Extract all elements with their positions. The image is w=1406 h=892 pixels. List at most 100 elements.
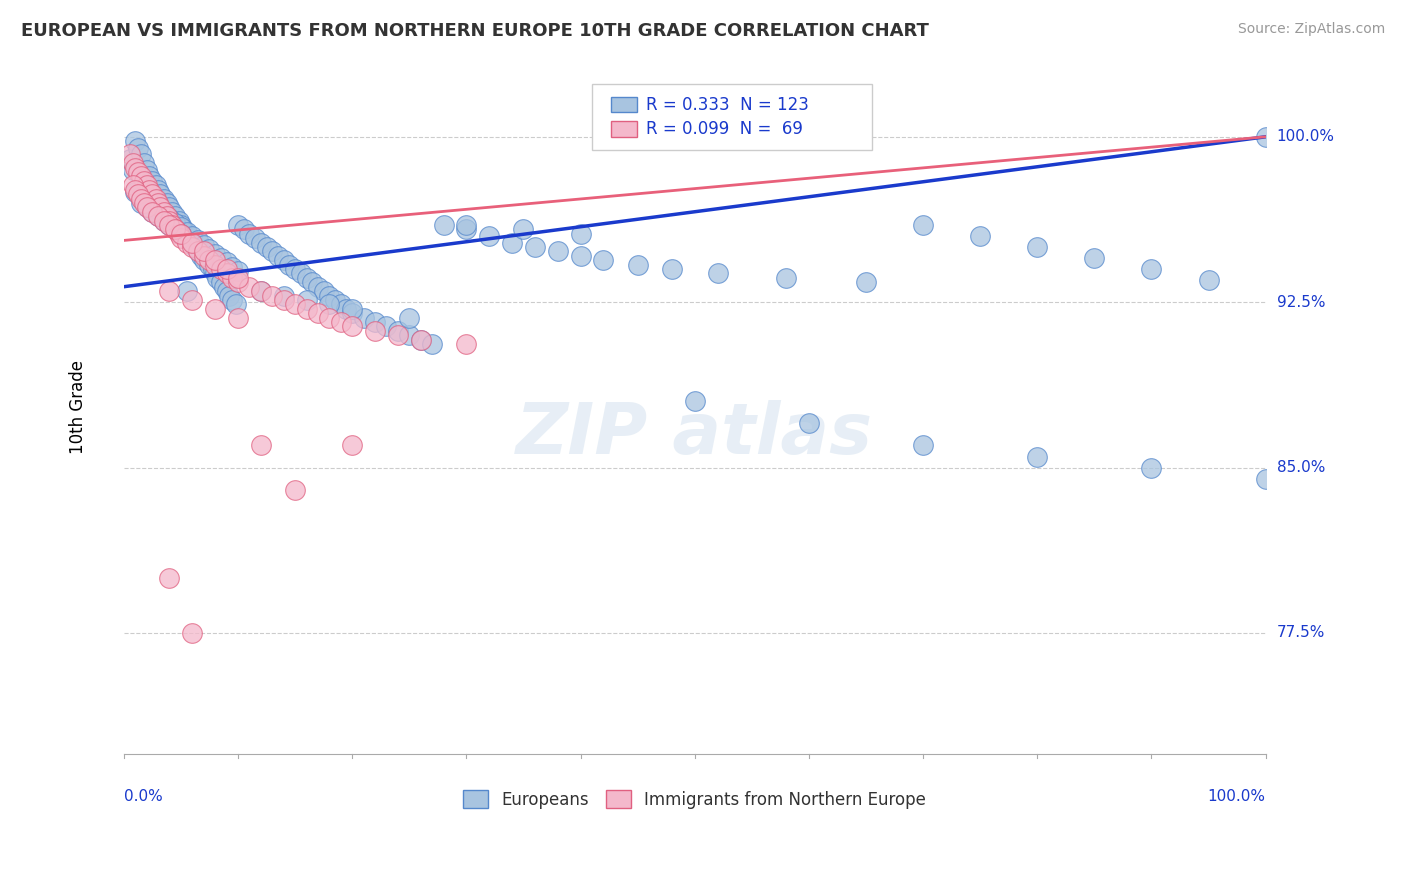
Text: R = 0.333  N = 123: R = 0.333 N = 123 bbox=[645, 95, 808, 114]
Point bbox=[187, 234, 209, 248]
Point bbox=[295, 293, 318, 307]
Point bbox=[243, 231, 266, 245]
Text: Source: ZipAtlas.com: Source: ZipAtlas.com bbox=[1237, 22, 1385, 37]
Point bbox=[969, 229, 991, 244]
Point bbox=[165, 216, 187, 230]
Point bbox=[165, 222, 187, 236]
Point bbox=[193, 244, 215, 259]
Point bbox=[149, 200, 172, 214]
Point bbox=[225, 297, 247, 311]
Point bbox=[284, 483, 307, 497]
Text: EUROPEAN VS IMMIGRANTS FROM NORTHERN EUROPE 10TH GRADE CORRELATION CHART: EUROPEAN VS IMMIGRANTS FROM NORTHERN EUR… bbox=[21, 22, 929, 40]
Point bbox=[145, 178, 167, 193]
Point bbox=[318, 310, 340, 325]
Point bbox=[201, 262, 224, 277]
Point bbox=[1026, 450, 1049, 464]
Text: ZIP atlas: ZIP atlas bbox=[516, 401, 873, 469]
Point bbox=[159, 200, 181, 214]
Point bbox=[501, 235, 523, 250]
Point bbox=[1198, 273, 1220, 287]
Text: 100.0%: 100.0% bbox=[1208, 789, 1265, 804]
Point bbox=[165, 222, 187, 236]
Point bbox=[160, 204, 183, 219]
Point bbox=[1140, 262, 1163, 277]
Point bbox=[307, 279, 329, 293]
Text: 0.0%: 0.0% bbox=[124, 789, 163, 804]
Point bbox=[456, 337, 478, 351]
Point bbox=[141, 198, 163, 212]
Point bbox=[912, 438, 935, 452]
Point bbox=[340, 306, 363, 320]
Point bbox=[165, 222, 187, 236]
Point bbox=[273, 288, 295, 302]
Point bbox=[146, 183, 169, 197]
Point bbox=[1083, 251, 1105, 265]
Point bbox=[124, 161, 146, 175]
Point bbox=[183, 240, 205, 254]
Point bbox=[159, 213, 181, 227]
Point bbox=[204, 258, 226, 272]
Point bbox=[312, 284, 335, 298]
Point bbox=[176, 225, 198, 239]
Point bbox=[118, 152, 141, 166]
Point bbox=[149, 187, 172, 202]
Point bbox=[152, 213, 174, 227]
Point bbox=[340, 301, 363, 316]
Point bbox=[135, 178, 157, 193]
Point bbox=[290, 267, 312, 281]
Point bbox=[295, 271, 318, 285]
Point bbox=[152, 204, 174, 219]
Point bbox=[523, 240, 546, 254]
Point bbox=[193, 253, 215, 268]
Point bbox=[256, 240, 278, 254]
Point bbox=[145, 192, 167, 206]
Point bbox=[214, 279, 236, 293]
Point bbox=[295, 301, 318, 316]
Point bbox=[156, 209, 179, 223]
Point bbox=[273, 253, 295, 268]
Point bbox=[340, 319, 363, 334]
Point bbox=[284, 262, 307, 277]
Point bbox=[262, 288, 284, 302]
Legend: Europeans, Immigrants from Northern Europe: Europeans, Immigrants from Northern Euro… bbox=[457, 783, 932, 815]
Point bbox=[226, 275, 249, 289]
Point bbox=[683, 394, 706, 409]
Text: 77.5%: 77.5% bbox=[1277, 625, 1324, 640]
Point bbox=[323, 293, 346, 307]
Point bbox=[135, 200, 157, 214]
Point bbox=[190, 249, 212, 263]
Point bbox=[340, 438, 363, 452]
Point bbox=[135, 162, 157, 177]
Point bbox=[1254, 129, 1277, 144]
Text: R = 0.099  N =  69: R = 0.099 N = 69 bbox=[645, 120, 803, 138]
Point bbox=[232, 222, 254, 236]
Point bbox=[420, 337, 443, 351]
Point bbox=[127, 165, 149, 179]
Point bbox=[159, 284, 181, 298]
Point bbox=[307, 306, 329, 320]
Point bbox=[170, 220, 193, 235]
Point bbox=[855, 275, 877, 289]
Point bbox=[170, 218, 193, 232]
Point bbox=[318, 288, 340, 302]
Point bbox=[122, 178, 145, 193]
Point bbox=[375, 319, 398, 334]
Point bbox=[134, 196, 156, 211]
Bar bbox=[612, 121, 637, 136]
Point bbox=[198, 242, 221, 256]
Point bbox=[176, 284, 198, 298]
Point bbox=[456, 222, 478, 236]
Point bbox=[152, 192, 174, 206]
Point bbox=[167, 213, 190, 227]
Point bbox=[218, 288, 240, 302]
Point bbox=[912, 218, 935, 232]
Point bbox=[170, 227, 193, 241]
Point bbox=[387, 328, 409, 343]
Point bbox=[262, 244, 284, 259]
Point bbox=[152, 207, 174, 221]
Point bbox=[226, 264, 249, 278]
Point bbox=[775, 271, 797, 285]
Point bbox=[661, 262, 683, 277]
Point bbox=[129, 196, 152, 211]
Point bbox=[134, 174, 156, 188]
